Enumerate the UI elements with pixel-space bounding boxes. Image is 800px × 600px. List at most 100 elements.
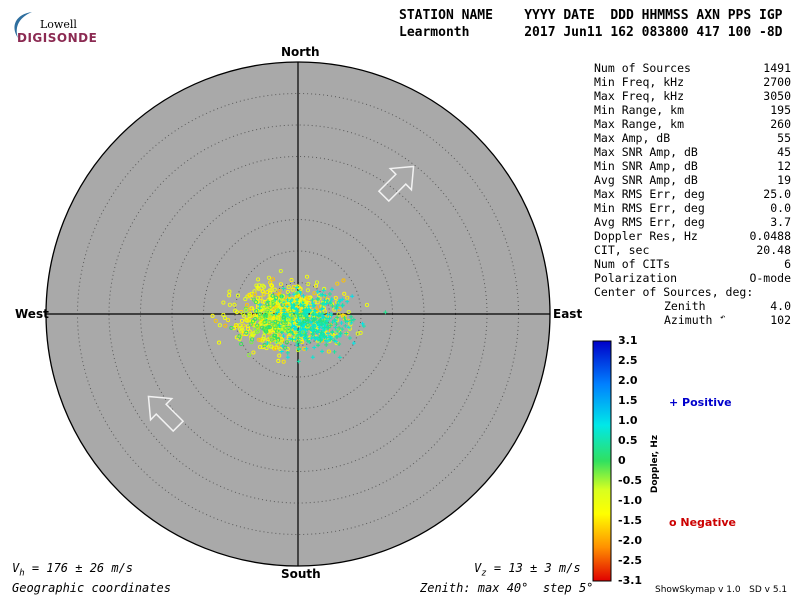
source-point-negative bbox=[326, 349, 331, 354]
colorbar-tick: 0.5 bbox=[618, 434, 638, 447]
source-point-negative bbox=[258, 295, 263, 300]
source-point-positive bbox=[340, 303, 345, 308]
source-point-negative bbox=[254, 283, 259, 288]
drift-arrow-sw-icon bbox=[147, 395, 185, 433]
source-point-negative bbox=[261, 333, 266, 339]
source-point-positive bbox=[334, 304, 339, 309]
source-point-negative bbox=[268, 344, 273, 349]
source-point-negative bbox=[284, 318, 290, 323]
source-point-positive bbox=[320, 306, 325, 311]
source-point-negative bbox=[221, 312, 226, 317]
colorbar-label: Doppler, Hz bbox=[650, 434, 660, 494]
source-point-positive bbox=[334, 322, 339, 327]
source-point-positive bbox=[361, 324, 366, 329]
source-point-negative bbox=[270, 293, 275, 298]
source-point-negative bbox=[281, 299, 286, 305]
source-point-negative bbox=[286, 329, 291, 334]
param-label: CIT, sec bbox=[594, 243, 650, 257]
source-point-negative bbox=[227, 302, 232, 307]
source-point-negative bbox=[275, 316, 280, 321]
colorbar-tick: 2.5 bbox=[618, 354, 638, 367]
source-point-positive bbox=[317, 318, 322, 323]
source-point-positive bbox=[321, 288, 326, 293]
source-point-negative bbox=[262, 343, 267, 348]
source-point-positive bbox=[344, 331, 349, 336]
source-point-negative bbox=[239, 341, 244, 347]
source-point-negative bbox=[213, 318, 218, 323]
legend-negative: o Negative bbox=[669, 516, 737, 529]
source-point-positive bbox=[279, 349, 284, 354]
source-point-positive bbox=[328, 323, 333, 328]
source-point-positive bbox=[315, 289, 320, 294]
source-point-positive bbox=[296, 346, 301, 351]
source-point-negative bbox=[237, 326, 242, 332]
source-point-negative bbox=[269, 301, 275, 306]
source-point-negative bbox=[244, 308, 249, 313]
center-azimuth-value: 102 bbox=[770, 313, 791, 327]
source-point-negative bbox=[269, 337, 274, 342]
source-point-negative bbox=[262, 304, 267, 309]
source-point-negative bbox=[234, 323, 239, 328]
source-point-positive bbox=[312, 308, 317, 313]
source-point-positive bbox=[320, 292, 325, 297]
source-point-negative bbox=[281, 320, 286, 325]
source-point-positive bbox=[349, 314, 354, 319]
param-value: 20.48 bbox=[756, 243, 791, 257]
source-point-positive bbox=[330, 287, 335, 292]
param-value: 1491 bbox=[763, 61, 791, 75]
source-point-negative bbox=[222, 315, 227, 321]
source-point-positive bbox=[302, 312, 307, 317]
source-point-positive bbox=[295, 290, 300, 295]
source-point-positive bbox=[329, 313, 334, 318]
source-point-positive bbox=[332, 349, 337, 354]
source-point-negative bbox=[345, 295, 350, 300]
source-point-positive bbox=[332, 318, 337, 323]
source-point-positive bbox=[315, 296, 320, 301]
source-point-negative bbox=[253, 316, 258, 322]
source-point-positive bbox=[257, 302, 262, 307]
source-point-positive bbox=[310, 301, 315, 306]
colorbar-tick: 1.5 bbox=[618, 394, 638, 407]
source-point-negative bbox=[255, 295, 260, 301]
source-point-positive bbox=[322, 302, 327, 307]
source-point-positive bbox=[298, 303, 303, 308]
source-point-positive bbox=[329, 297, 334, 302]
source-point-negative bbox=[257, 312, 262, 317]
vz-value: = 13 ± 3 m/s bbox=[493, 561, 581, 575]
source-point-positive bbox=[321, 314, 326, 319]
source-point-positive bbox=[298, 327, 303, 332]
source-point-positive bbox=[325, 312, 330, 317]
skymap-plot bbox=[45, 61, 551, 567]
source-point-positive bbox=[319, 312, 324, 317]
zenith-scale-label: Zenith: max 40° step 5° bbox=[420, 581, 594, 595]
source-point-negative bbox=[247, 314, 252, 319]
source-point-negative bbox=[268, 309, 274, 315]
source-point-positive bbox=[319, 330, 324, 335]
source-point-negative bbox=[273, 295, 279, 300]
source-point-positive bbox=[342, 315, 347, 320]
colorbar-tick: 3.1 bbox=[618, 334, 638, 347]
source-point-negative bbox=[364, 302, 370, 308]
source-point-positive bbox=[343, 323, 348, 328]
source-point-positive bbox=[337, 355, 342, 360]
source-point-positive bbox=[350, 294, 355, 299]
param-label: Min RMS Err, deg bbox=[594, 201, 705, 215]
param-value: 260 bbox=[770, 117, 791, 131]
source-point-positive bbox=[334, 334, 339, 339]
source-point-positive bbox=[281, 286, 286, 291]
source-point-negative bbox=[229, 325, 234, 330]
param-label: Polarization bbox=[594, 271, 678, 285]
source-point-positive bbox=[330, 329, 335, 334]
source-point-negative bbox=[233, 308, 238, 313]
source-point-negative bbox=[293, 330, 298, 335]
param-value: 55 bbox=[777, 131, 791, 145]
source-point-negative bbox=[281, 359, 286, 364]
source-point-negative bbox=[251, 297, 256, 302]
source-point-negative bbox=[250, 333, 255, 338]
param-value: 19 bbox=[777, 173, 791, 187]
param-label: Max Amp, dB bbox=[594, 131, 671, 145]
colorbar-tick: -1.5 bbox=[618, 514, 643, 527]
source-point-negative bbox=[305, 322, 310, 327]
source-point-positive bbox=[347, 335, 352, 340]
source-point-positive bbox=[277, 299, 282, 304]
